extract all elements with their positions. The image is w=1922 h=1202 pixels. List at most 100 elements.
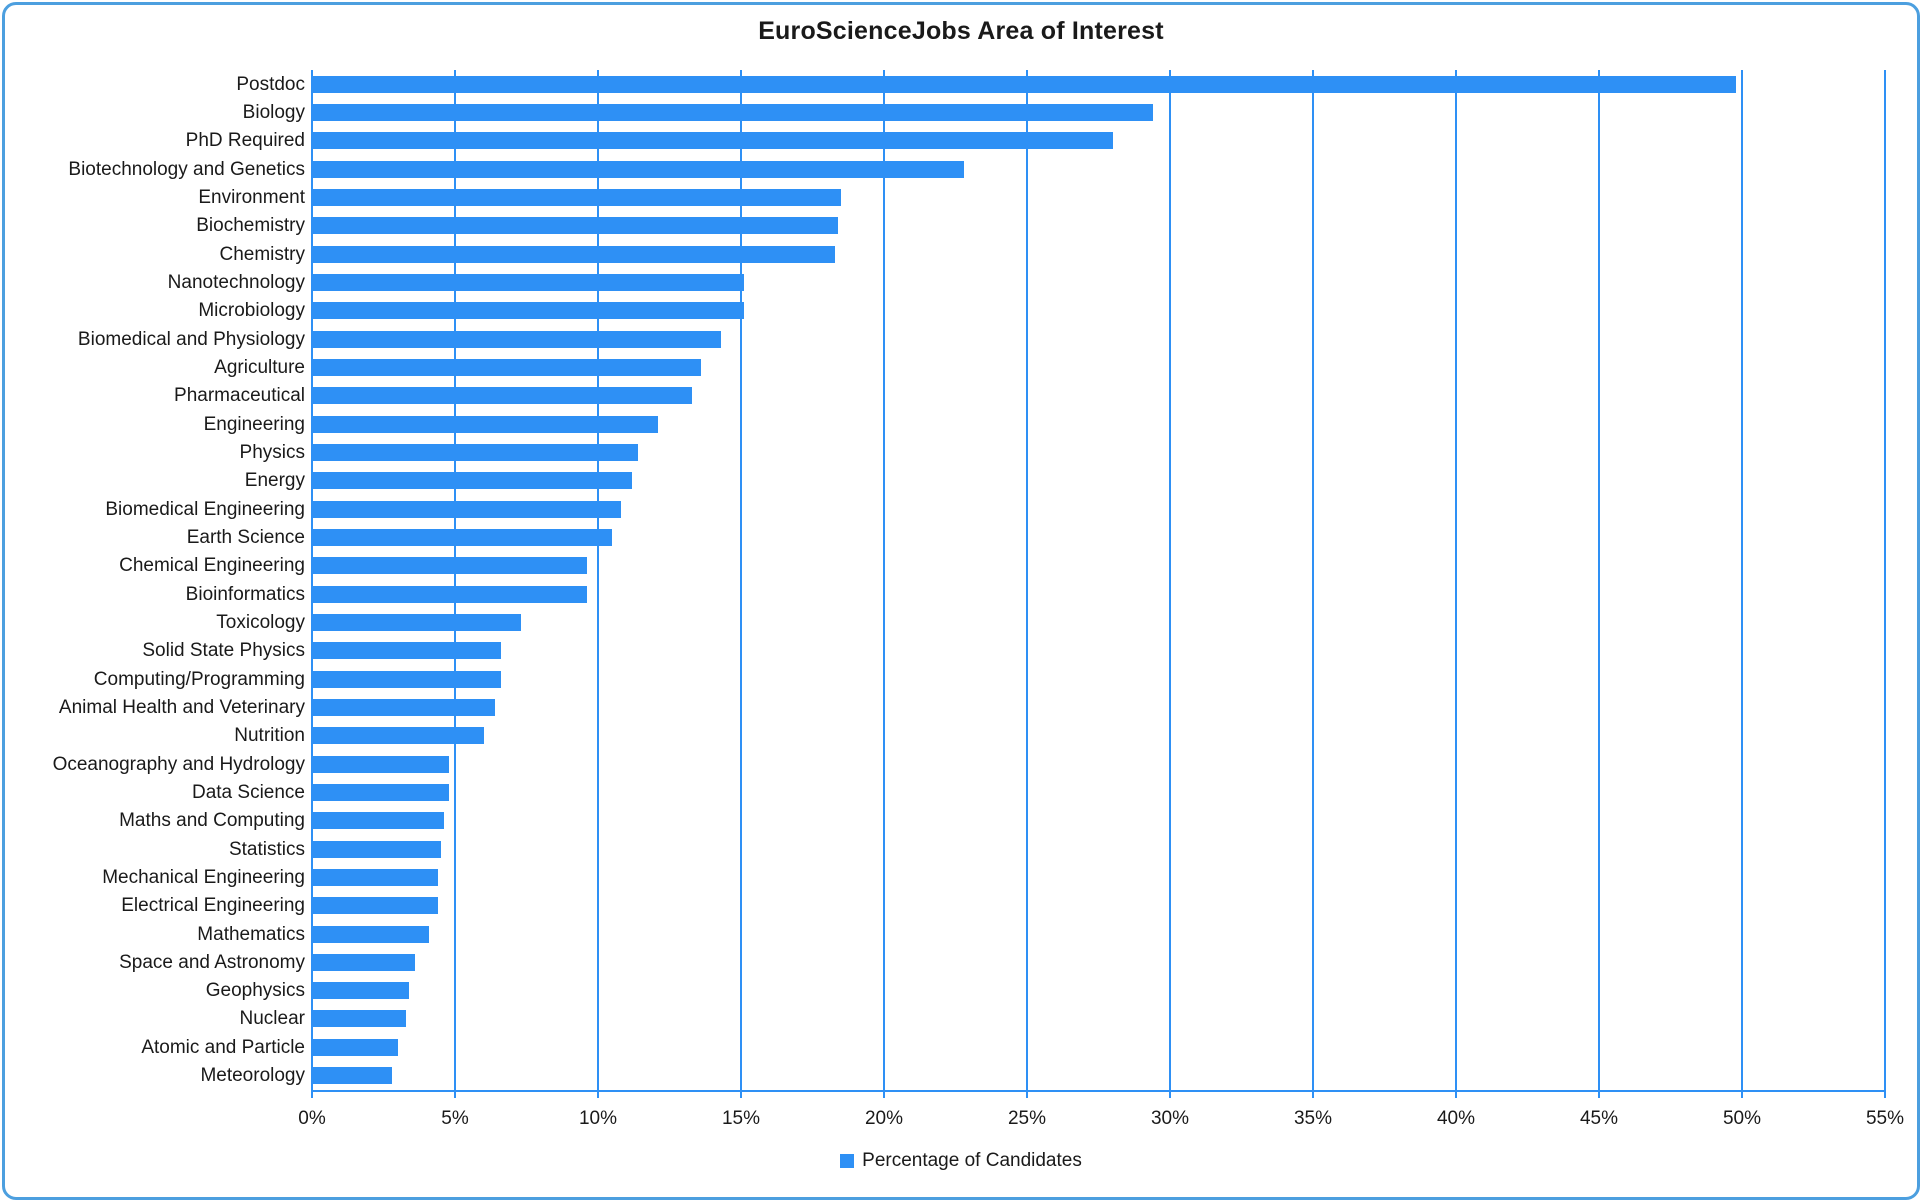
bar xyxy=(312,273,744,291)
bar xyxy=(312,415,659,433)
x-tick xyxy=(1026,1090,1028,1098)
x-tick-label: 55% xyxy=(1865,1108,1905,1129)
bar-row: Biomedical and Physiology xyxy=(78,325,1885,353)
bar xyxy=(312,387,693,405)
category-label: Mathematics xyxy=(197,923,305,945)
bar xyxy=(312,245,836,263)
legend-marker-icon xyxy=(840,1154,855,1168)
category-label: Geophysics xyxy=(205,980,305,1002)
gridline xyxy=(883,70,885,1090)
bar-row: Maths and Computing xyxy=(119,807,1885,835)
gridlines xyxy=(311,70,1886,1090)
bar xyxy=(312,103,1153,121)
bar-row: Biochemistry xyxy=(196,212,1885,240)
category-label: Microbiology xyxy=(198,300,305,322)
bar xyxy=(312,897,438,915)
x-tick xyxy=(1741,1090,1743,1098)
category-label: Statistics xyxy=(228,838,305,860)
bar-row: Geophysics xyxy=(206,977,1885,1005)
category-label: Space and Astronomy xyxy=(119,951,305,973)
bar xyxy=(312,443,639,461)
bar-row: Environment xyxy=(198,183,1885,211)
bar-row: Chemical Engineering xyxy=(119,552,1885,580)
bar xyxy=(312,755,450,773)
bar xyxy=(312,188,842,206)
bar xyxy=(312,500,621,518)
category-label: Animal Health and Veterinary xyxy=(58,696,305,718)
x-tick-label: 15% xyxy=(721,1108,761,1129)
category-label: Biotechnology and Genetics xyxy=(68,158,305,180)
x-tick xyxy=(883,1090,885,1098)
x-tick-label: 10% xyxy=(578,1108,618,1129)
bar xyxy=(312,585,587,603)
gridline xyxy=(1455,70,1457,1090)
bar-row: Nutrition xyxy=(234,722,1885,750)
bar xyxy=(312,1067,393,1085)
x-axis-line xyxy=(312,1090,1885,1092)
chart-title: EuroScienceJobs Area of Interest xyxy=(758,17,1164,45)
bar-row: Mechanical Engineering xyxy=(102,863,1885,891)
bar xyxy=(312,302,744,320)
bar xyxy=(312,840,441,858)
bar xyxy=(312,358,701,376)
bar xyxy=(312,472,633,490)
category-label: Biology xyxy=(242,101,305,123)
category-label: Data Science xyxy=(191,781,305,803)
bar-row: Nanotechnology xyxy=(168,268,1885,296)
gridline xyxy=(740,70,742,1090)
x-tick xyxy=(454,1090,456,1098)
bar xyxy=(312,1010,407,1028)
x-axis: 0% 5% 10% 15% 20% 25% 30% 35% 40% 45% 50% 55% xyxy=(298,1090,1904,1130)
bar xyxy=(312,613,521,631)
bar xyxy=(312,330,721,348)
bar xyxy=(312,727,484,745)
category-label: Biomedical Engineering xyxy=(105,498,305,520)
bar-row: Physics xyxy=(240,438,1885,466)
category-label: Earth Science xyxy=(186,526,305,548)
category-label: Postdoc xyxy=(236,73,305,95)
x-tick-label: 50% xyxy=(1722,1108,1762,1129)
category-label: Nuclear xyxy=(239,1008,305,1030)
gridline xyxy=(1884,70,1886,1090)
category-label: Nanotechnology xyxy=(167,271,305,293)
bar-row: Biotechnology and Genetics xyxy=(68,155,1885,183)
bar-row: Computing/Programming xyxy=(94,665,1885,693)
category-label: Nutrition xyxy=(234,725,305,747)
x-tick xyxy=(311,1090,313,1098)
x-tick-label: 0% xyxy=(298,1108,326,1129)
gridline xyxy=(1741,70,1743,1090)
bar xyxy=(312,528,613,546)
category-label: Biochemistry xyxy=(196,215,305,237)
x-tick xyxy=(1169,1090,1171,1098)
x-tick xyxy=(1455,1090,1457,1098)
x-tick xyxy=(597,1090,599,1098)
x-tick-label: 45% xyxy=(1579,1108,1619,1129)
bar xyxy=(312,925,430,943)
category-label: Physics xyxy=(239,441,305,463)
x-tick xyxy=(740,1090,742,1098)
legend: Percentage of Candidates xyxy=(0,1150,1922,1172)
bar-row: Pharmaceutical xyxy=(174,382,1885,410)
gridline xyxy=(1312,70,1314,1090)
x-tick-label: 35% xyxy=(1293,1108,1333,1129)
category-label: Maths and Computing xyxy=(119,810,305,832)
category-label: Chemical Engineering xyxy=(119,555,305,577)
category-label: Agriculture xyxy=(214,356,305,378)
gridline xyxy=(454,70,456,1090)
bar-row: Atomic and Particle xyxy=(141,1033,1885,1061)
x-tick xyxy=(1312,1090,1314,1098)
category-label: Meteorology xyxy=(200,1065,305,1087)
bar xyxy=(312,160,965,178)
gridline xyxy=(1598,70,1600,1090)
bar xyxy=(312,783,450,801)
gridline xyxy=(1169,70,1171,1090)
x-tick-label: 5% xyxy=(441,1108,469,1129)
bar-rows: Postdoc Biology PhD Required Biotechnology … xyxy=(53,70,1885,1090)
category-label: Atomic and Particle xyxy=(141,1036,305,1058)
x-tick-label: 20% xyxy=(864,1108,904,1129)
category-label: Biomedical and Physiology xyxy=(77,328,305,350)
bar xyxy=(312,557,587,575)
bar-row: Postdoc xyxy=(236,70,1885,98)
bar-row: Biomedical Engineering xyxy=(105,495,1885,523)
gridline xyxy=(311,70,313,1090)
